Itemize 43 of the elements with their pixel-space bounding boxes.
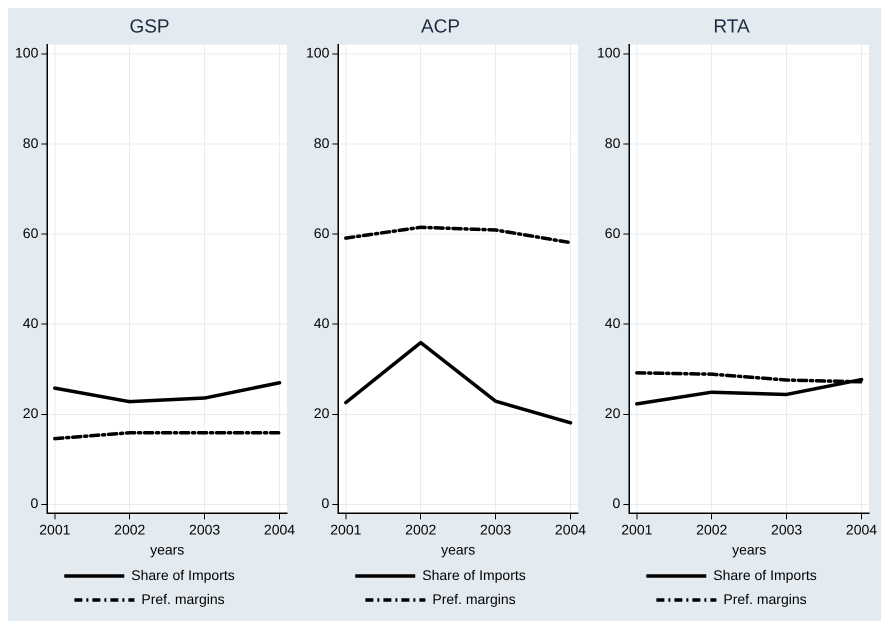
line-series xyxy=(344,226,572,244)
y-tick-label: 20 xyxy=(604,405,621,422)
chart-title: RTA xyxy=(713,16,750,38)
x-axis-title: years xyxy=(732,541,766,558)
y-tick-label: 0 xyxy=(30,495,39,512)
x-tick-label: 2004 xyxy=(264,522,296,538)
y-tick-label: 60 xyxy=(22,224,39,241)
x-tick-label: 2002 xyxy=(114,522,146,538)
y-tick-label: 40 xyxy=(22,315,39,332)
x-tick-label: 2001 xyxy=(39,522,71,538)
x-tick-label: 2004 xyxy=(554,522,586,538)
y-tick-label: 40 xyxy=(314,315,330,332)
x-axis-title: years xyxy=(150,541,184,558)
y-tick-label: 60 xyxy=(604,224,621,241)
x-tick-label: 2003 xyxy=(480,522,512,538)
y-tick-label: 80 xyxy=(314,134,330,151)
chart-title: GSP xyxy=(129,16,170,38)
y-tick-label: 20 xyxy=(314,405,330,422)
y-tick-label: 100 xyxy=(597,44,621,61)
x-tick-label: 2001 xyxy=(621,522,653,538)
y-tick-label: 40 xyxy=(604,315,621,332)
x-axis-title: years xyxy=(441,541,476,558)
legend-label: Pref. margins xyxy=(723,590,807,607)
x-tick-label: 2004 xyxy=(846,522,878,538)
y-tick-label: 60 xyxy=(314,224,330,241)
x-tick-label: 2003 xyxy=(189,522,220,538)
chart-title: ACP xyxy=(420,16,460,38)
legend-label: Share of Imports xyxy=(131,566,235,583)
y-tick-label: 0 xyxy=(322,495,330,512)
legend-label: Share of Imports xyxy=(713,566,817,583)
x-tick-label: 2002 xyxy=(696,522,728,538)
x-tick-label: 2001 xyxy=(330,522,362,538)
x-tick-label: 2002 xyxy=(405,522,437,538)
y-tick-label: 100 xyxy=(306,44,330,61)
legend-label: Pref. margins xyxy=(141,590,225,607)
legend-label: Pref. margins xyxy=(432,590,516,607)
y-tick-label: 80 xyxy=(604,134,621,151)
legend-label: Share of Imports xyxy=(422,566,526,583)
x-tick-label: 2003 xyxy=(771,522,802,538)
y-tick-label: 80 xyxy=(22,134,39,151)
y-tick-label: 0 xyxy=(612,495,621,512)
y-tick-label: 20 xyxy=(22,405,39,422)
y-tick-label: 100 xyxy=(15,44,39,61)
